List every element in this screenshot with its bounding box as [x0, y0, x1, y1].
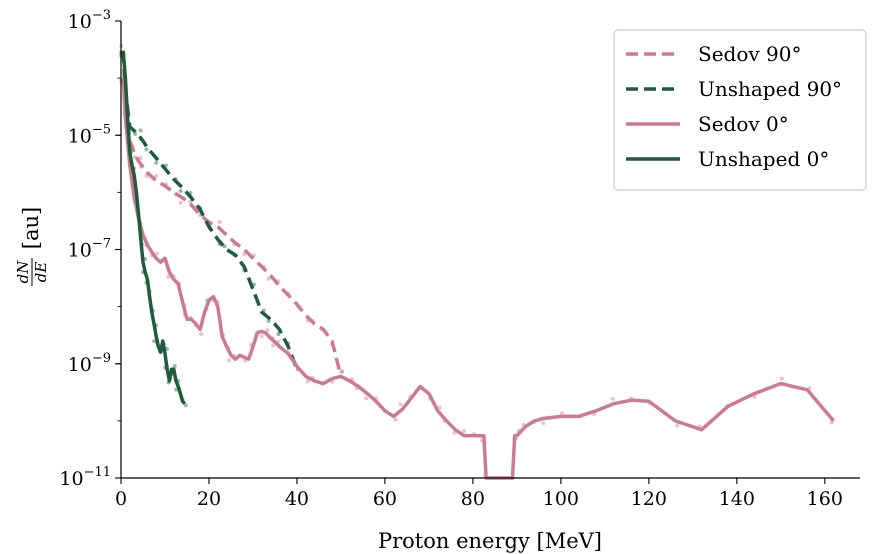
- series-line-0: [121, 50, 343, 377]
- scatter-point: [541, 421, 546, 426]
- series-line-2: [121, 78, 835, 480]
- y-tick-label-base: 10: [59, 468, 83, 490]
- legend-label: Unshaped 90°: [698, 77, 842, 101]
- legend-label: Sedov 0°: [698, 112, 789, 136]
- scatter-point: [183, 403, 188, 408]
- scatter-point: [199, 332, 204, 337]
- y-tick-label-exponent: −11: [84, 465, 111, 480]
- y-axis-label: dN dE [au]: [14, 207, 50, 286]
- scatter-point: [610, 396, 615, 401]
- series-line-3: [121, 50, 187, 405]
- y-tick-label-base: 10: [68, 240, 92, 262]
- y-tick-label-exponent: −5: [92, 122, 111, 137]
- scatter-point: [138, 156, 143, 161]
- scatter-point: [452, 430, 457, 435]
- scatter-point: [144, 147, 149, 152]
- y-tick-label-base: 10: [68, 11, 92, 33]
- scatter-point: [172, 364, 177, 369]
- x-tick-label: 140: [719, 488, 755, 510]
- x-tick-label: 20: [197, 488, 221, 510]
- x-tick-label: 80: [461, 488, 485, 510]
- scatter-point: [178, 189, 183, 194]
- y-tick-label: 10−3: [68, 8, 111, 33]
- series-line-1: [121, 50, 299, 370]
- y-tick-label: 10−7: [68, 237, 111, 262]
- x-tick-label: 100: [543, 488, 579, 510]
- scatter-point: [393, 417, 398, 422]
- y-axis-label-numerator: dN: [14, 260, 32, 284]
- x-tick-label: 160: [807, 488, 843, 510]
- y-tick-label-base: 10: [68, 354, 92, 376]
- scatter-point: [152, 339, 157, 344]
- scatter-point: [217, 219, 222, 224]
- scatter-point: [437, 405, 442, 410]
- scatter-point: [154, 173, 159, 178]
- x-tick-label: 40: [285, 488, 309, 510]
- scatter-point: [339, 369, 344, 374]
- legend: Sedov 90° Unshaped 90° Sedov 0° Unshaped 0°: [613, 29, 867, 191]
- scatter-point: [559, 411, 564, 416]
- legend-box: [613, 29, 867, 191]
- x-axis-label: Proton energy [MeV]: [378, 529, 602, 553]
- x-tick-label: 120: [631, 488, 667, 510]
- scatter-point: [259, 334, 264, 339]
- y-axis-label-denominator: dE: [32, 262, 50, 283]
- scatter-point: [779, 376, 784, 381]
- y-tick-label-exponent: −7: [92, 237, 111, 252]
- scatter-point: [364, 396, 369, 401]
- y-tick-label-exponent: −9: [92, 351, 111, 366]
- scatter-point: [242, 252, 247, 257]
- scatter-point: [178, 200, 183, 205]
- series-lines: [121, 50, 835, 480]
- scatter-point: [138, 128, 143, 133]
- scatter-point: [305, 379, 310, 384]
- scatter-point: [154, 160, 159, 165]
- legend-label: Sedov 90°: [698, 42, 802, 66]
- scatter-point: [675, 423, 680, 428]
- y-tick-label-exponent: −3: [92, 8, 111, 23]
- scatter-point: [222, 244, 227, 249]
- legend-label: Unshaped 0°: [698, 147, 829, 171]
- y-axis-label-unit: [au]: [19, 207, 43, 249]
- scatter-point: [226, 358, 231, 363]
- y-tick-label: 10−5: [68, 122, 111, 147]
- scatter-point: [265, 328, 270, 333]
- scatter-point: [166, 275, 171, 280]
- y-tick-label: 10−11: [59, 465, 111, 490]
- scatter-point: [266, 276, 271, 281]
- scatter-point: [270, 343, 275, 348]
- x-tick-label: 60: [373, 488, 397, 510]
- scatter-point: [339, 369, 344, 374]
- y-tick-label-base: 10: [68, 125, 92, 147]
- x-tick-label: 0: [115, 488, 127, 510]
- x-ticks: 0 20 40 60 80 100 120 140 160: [115, 478, 843, 510]
- y-tick-label: 10−9: [68, 351, 111, 376]
- scatter-point: [398, 402, 403, 407]
- scatter-point: [462, 428, 467, 433]
- scatter-point: [155, 251, 160, 256]
